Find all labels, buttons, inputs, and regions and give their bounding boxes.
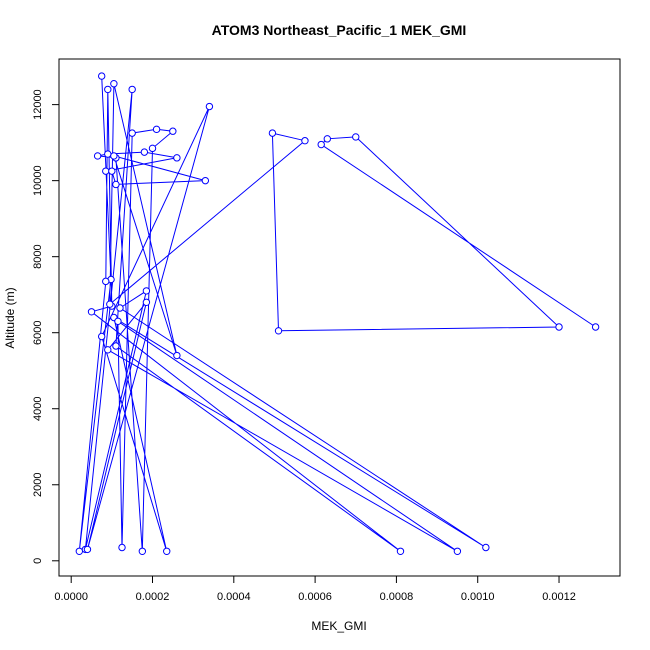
data-point bbox=[128, 85, 136, 94]
data-point bbox=[104, 150, 112, 158]
data-point bbox=[317, 140, 325, 149]
y-axis: 0 2000 4000 6000 8000 10000 12000 bbox=[32, 89, 59, 564]
chart-title: ATOM3 Northeast_Pacific_1 MEK_GMI bbox=[212, 22, 467, 38]
data-point bbox=[201, 176, 210, 185]
data-point bbox=[173, 351, 181, 360]
data-point bbox=[352, 133, 360, 141]
y-tick-label: 4000 bbox=[32, 396, 44, 420]
data-point bbox=[104, 85, 112, 94]
data-point bbox=[148, 144, 157, 153]
data-point bbox=[93, 152, 102, 160]
data-point bbox=[83, 545, 92, 554]
data-point bbox=[87, 308, 96, 316]
data-point bbox=[106, 300, 114, 308]
data-point bbox=[110, 152, 118, 160]
y-tick-label: 0 bbox=[32, 558, 44, 564]
y-tick-label: 12000 bbox=[32, 89, 44, 120]
data-point bbox=[482, 543, 490, 552]
series-layer bbox=[75, 72, 600, 555]
data-point bbox=[112, 342, 120, 350]
data-point bbox=[140, 148, 149, 156]
data-point bbox=[142, 298, 151, 306]
data-point bbox=[268, 129, 277, 137]
data-point bbox=[108, 167, 116, 175]
data-point bbox=[163, 547, 171, 555]
data-point bbox=[555, 323, 563, 331]
data-point bbox=[114, 317, 122, 326]
x-tick-label: 0.0006 bbox=[298, 591, 332, 603]
y-tick-label: 10000 bbox=[32, 165, 44, 196]
x-axis-label: MEK_GMI bbox=[311, 619, 366, 633]
data-point bbox=[142, 287, 151, 295]
data-point bbox=[152, 125, 161, 134]
data-point bbox=[205, 102, 214, 111]
data-point bbox=[97, 332, 106, 341]
data-point bbox=[110, 80, 118, 88]
y-axis-label: Altitude (m) bbox=[3, 287, 17, 348]
x-tick-label: 0.0010 bbox=[461, 591, 495, 603]
plot-frame bbox=[58, 58, 621, 577]
series-line bbox=[78, 76, 596, 552]
x-tick-label: 0.0004 bbox=[217, 591, 251, 603]
data-point bbox=[138, 547, 147, 555]
x-axis: 0.0000 0.0002 0.0004 0.0006 0.0008 0.0010 0.00… bbox=[54, 576, 576, 603]
data-point bbox=[323, 135, 332, 143]
data-point bbox=[97, 72, 106, 80]
data-point bbox=[173, 154, 181, 162]
data-point bbox=[102, 277, 110, 286]
y-tick-label: 8000 bbox=[32, 244, 44, 268]
data-point bbox=[75, 547, 84, 555]
data-point bbox=[118, 543, 126, 552]
data-point bbox=[453, 547, 462, 555]
data-point bbox=[116, 304, 124, 312]
data-point bbox=[591, 323, 600, 331]
x-tick-label: 0.0000 bbox=[54, 591, 88, 603]
data-point bbox=[102, 167, 110, 175]
y-tick-label: 6000 bbox=[32, 320, 44, 344]
data-point bbox=[104, 346, 112, 354]
data-point bbox=[274, 327, 283, 335]
data-point bbox=[301, 137, 309, 145]
data-point bbox=[128, 129, 136, 137]
data-point bbox=[112, 180, 120, 189]
data-point bbox=[396, 547, 405, 555]
x-tick-label: 0.0002 bbox=[136, 591, 170, 603]
x-tick-label: 0.0008 bbox=[380, 591, 414, 603]
x-tick-label: 0.0012 bbox=[542, 591, 576, 603]
data-point bbox=[169, 127, 177, 135]
y-tick-label: 2000 bbox=[32, 473, 44, 497]
